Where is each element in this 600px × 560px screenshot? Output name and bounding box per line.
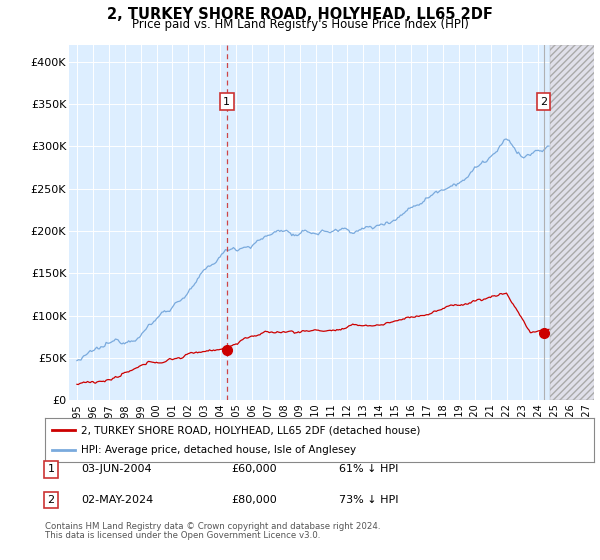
Text: 2, TURKEY SHORE ROAD, HOLYHEAD, LL65 2DF (detached house): 2, TURKEY SHORE ROAD, HOLYHEAD, LL65 2DF… <box>80 425 420 435</box>
Text: Contains HM Land Registry data © Crown copyright and database right 2024.: Contains HM Land Registry data © Crown c… <box>45 522 380 531</box>
Text: 03-JUN-2004: 03-JUN-2004 <box>81 464 152 474</box>
Text: 73% ↓ HPI: 73% ↓ HPI <box>339 495 398 505</box>
Text: 61% ↓ HPI: 61% ↓ HPI <box>339 464 398 474</box>
Bar <box>550 45 600 400</box>
Text: 2: 2 <box>47 495 55 505</box>
Text: 02-MAY-2024: 02-MAY-2024 <box>81 495 153 505</box>
Text: 1: 1 <box>47 464 55 474</box>
Text: 2: 2 <box>540 97 547 107</box>
Text: HPI: Average price, detached house, Isle of Anglesey: HPI: Average price, detached house, Isle… <box>80 445 356 455</box>
Text: £80,000: £80,000 <box>231 495 277 505</box>
Text: This data is licensed under the Open Government Licence v3.0.: This data is licensed under the Open Gov… <box>45 531 320 540</box>
Text: Price paid vs. HM Land Registry's House Price Index (HPI): Price paid vs. HM Land Registry's House … <box>131 18 469 31</box>
Text: 2, TURKEY SHORE ROAD, HOLYHEAD, LL65 2DF: 2, TURKEY SHORE ROAD, HOLYHEAD, LL65 2DF <box>107 7 493 22</box>
Text: £60,000: £60,000 <box>231 464 277 474</box>
Text: 1: 1 <box>223 97 230 107</box>
